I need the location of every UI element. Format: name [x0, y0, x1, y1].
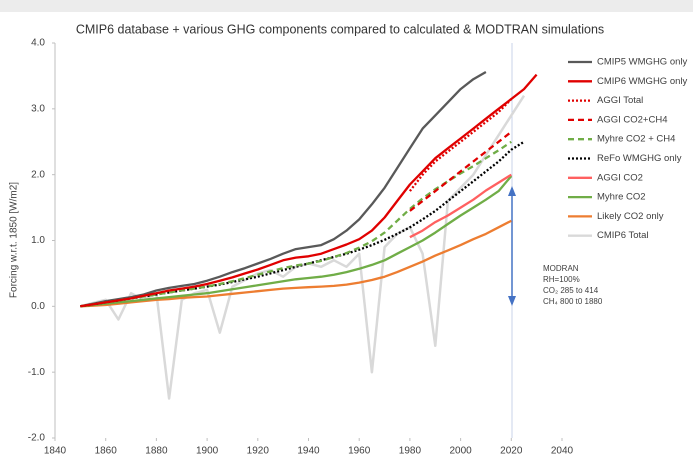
legend-label: AGGI Total [597, 95, 643, 106]
series-line [80, 73, 538, 308]
legend-label: Myhre CO2 [597, 192, 646, 203]
annotation: CO₂ 285 to 414 [543, 286, 599, 295]
x-tick-label: 1920 [247, 446, 270, 457]
y-tick-label: 0.0 [31, 301, 45, 312]
annotation: CH₄ 800 t0 1880 [543, 297, 603, 306]
y-tick-label: 4.0 [31, 38, 45, 49]
series-line [409, 173, 512, 239]
legend-label: Likely CO2 only [597, 211, 664, 222]
legend-label: CMIP6 Total [597, 230, 649, 241]
series-line [80, 140, 525, 308]
x-tick-label: 1960 [348, 446, 371, 457]
annotation: MODRAN [543, 264, 579, 273]
legend: CMIP6 Total CMIP5 WMGHG only Likely CO2 on… [568, 57, 688, 241]
x-tick-label: 1980 [399, 446, 422, 457]
chart-title: CMIP6 database + various GHG components … [76, 22, 604, 36]
x-tick-label: 1900 [196, 446, 219, 457]
series-line [80, 175, 513, 308]
x-tick-label: 1940 [297, 446, 320, 457]
series-line [80, 71, 487, 308]
x-tick-label: 2040 [551, 446, 574, 457]
legend-label: CMIP6 WMGHG only [597, 76, 688, 87]
y-tick-label: 3.0 [31, 103, 45, 114]
y-tick-label: -1.0 [28, 367, 46, 378]
series-line [408, 98, 513, 192]
x-tick-label: 2000 [449, 446, 472, 457]
legend-label: CMIP5 WMGHG only [597, 57, 688, 68]
y-tick-label: 2.0 [31, 169, 45, 180]
y-tick-label: -2.0 [28, 433, 46, 444]
x-tick-label: 1860 [95, 446, 118, 457]
annotation: RH=100% [543, 275, 580, 284]
legend-label: ReFo WMGHG only [597, 153, 682, 164]
top-band [0, 0, 693, 12]
x-tick-label: 1880 [145, 446, 168, 457]
legend-label: Myhre CO2 + CH4 [597, 134, 675, 145]
y-axis-label: Forcing w.r.t. 1850 [W/m2] [9, 182, 20, 298]
y-tick-label: 1.0 [31, 235, 45, 246]
legend-label: AGGI CO2+CH4 [597, 114, 667, 125]
legend-label: AGGI CO2 [597, 172, 643, 183]
x-tick-label: 1840 [44, 446, 67, 457]
series-line [409, 130, 513, 212]
modtran-arrow [508, 186, 516, 306]
series-line [80, 219, 512, 308]
x-tick-label: 2020 [500, 446, 523, 457]
